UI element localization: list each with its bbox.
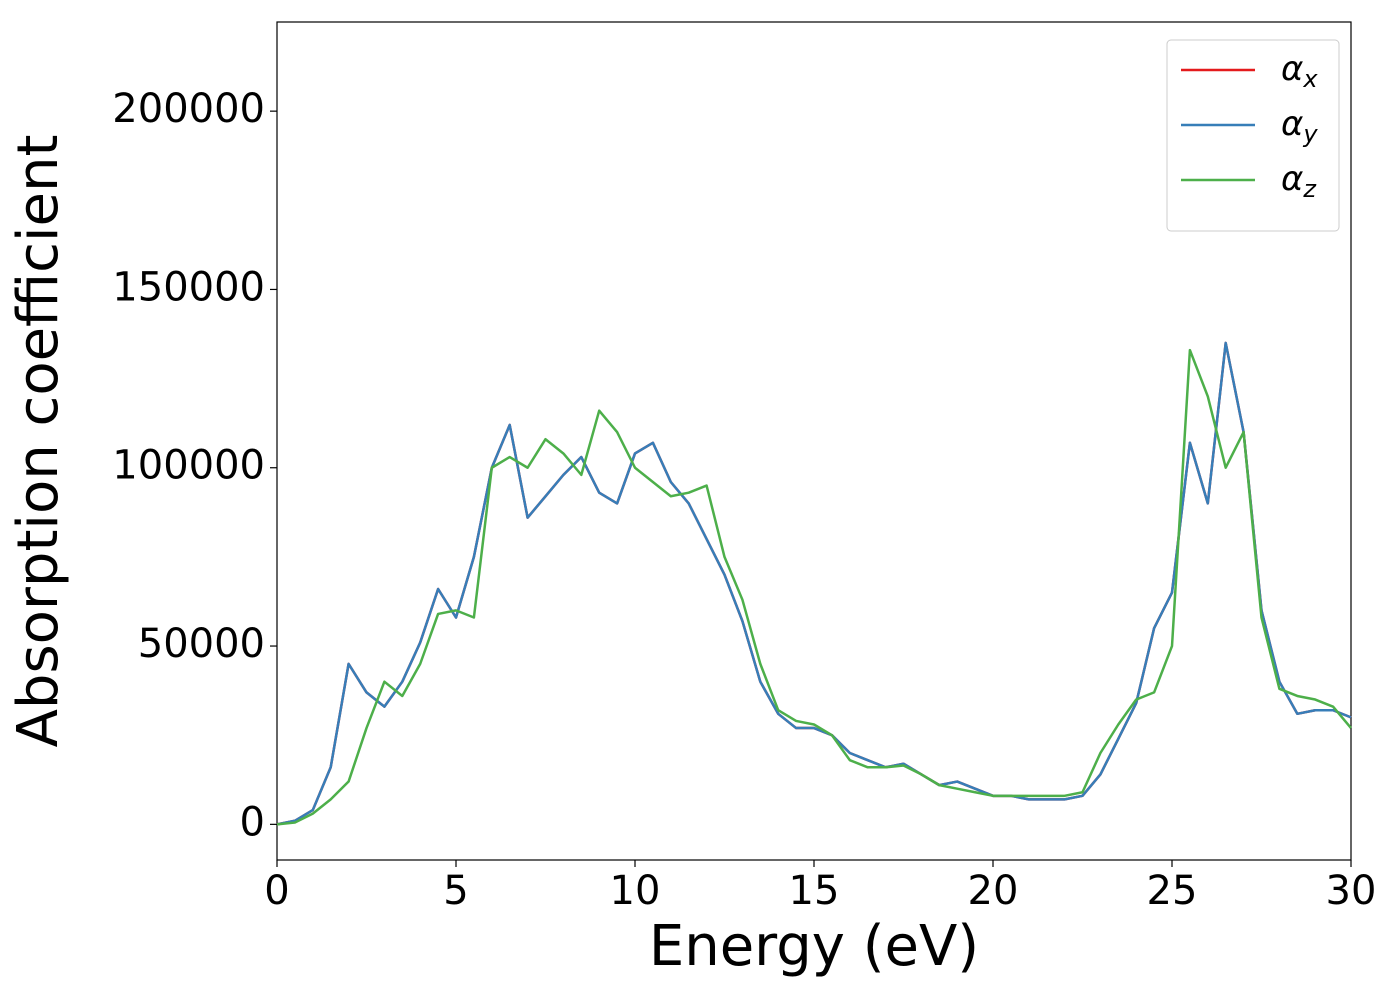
y-tick-label: 0 bbox=[240, 799, 265, 845]
x-axis-label: Energy (eV) bbox=[649, 914, 979, 979]
series-line bbox=[276, 348, 1352, 826]
y-tick-label: 100000 bbox=[112, 443, 265, 489]
y-axis-label: Absorption coefficient bbox=[6, 135, 71, 748]
y-tick-label: 50000 bbox=[138, 621, 265, 667]
legend-box bbox=[1166, 39, 1340, 232]
y-tick-label: 150000 bbox=[112, 264, 265, 310]
x-tick-label: 10 bbox=[610, 868, 661, 914]
legend-label: αz bbox=[1281, 159, 1317, 204]
y-tick-label: 200000 bbox=[112, 86, 265, 132]
x-tick-label: 25 bbox=[1147, 868, 1198, 914]
x-tick-label: 20 bbox=[968, 868, 1019, 914]
x-tick-label: 15 bbox=[789, 868, 840, 914]
x-tick-label: 0 bbox=[264, 868, 289, 914]
series-line bbox=[276, 341, 1352, 826]
legend-label: αx bbox=[1281, 49, 1318, 94]
legend-label: αy bbox=[1281, 104, 1318, 149]
series-line bbox=[276, 341, 1352, 826]
x-tick-label: 30 bbox=[1326, 868, 1377, 914]
x-tick-label: 5 bbox=[443, 868, 468, 914]
